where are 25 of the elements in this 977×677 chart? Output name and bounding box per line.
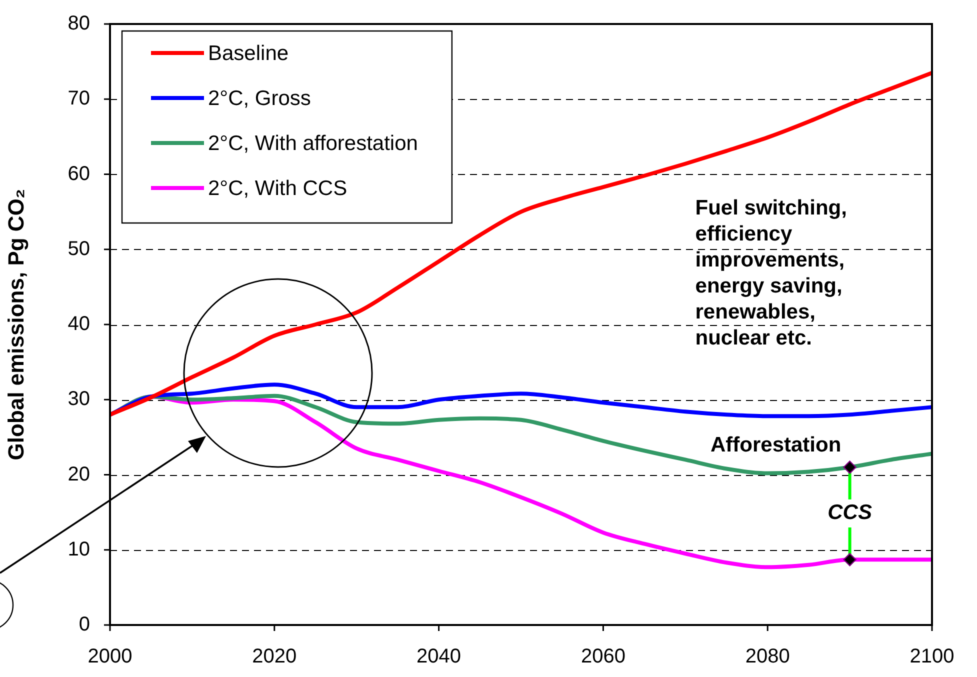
annotation: CCS <box>828 501 872 524</box>
legend-label: 2°C, With CCS <box>208 176 348 200</box>
y-tick-label: 70 <box>68 88 90 110</box>
y-tick-label: 50 <box>68 238 90 260</box>
legend-label: 2°C, With afforestation <box>208 132 418 155</box>
y-tick-label: 0 <box>78 614 90 636</box>
y-axis-title: Global emissions, Pg CO₂ <box>3 188 28 460</box>
legend-label: Baseline <box>208 42 289 65</box>
annotation: Afforestation <box>710 434 842 457</box>
line-series <box>110 382 932 418</box>
y-tick-label: 10 <box>68 538 90 560</box>
x-tick-label: 2020 <box>252 646 297 668</box>
y-tick-label: 40 <box>68 313 90 336</box>
y-tick-label: 30 <box>68 388 90 410</box>
x-tick-label: 2060 <box>580 646 626 668</box>
x-tick-label: 2040 <box>416 646 462 668</box>
x-tick-label: 2000 <box>88 646 132 668</box>
annotation: Fuel switching, efficiency improvements, energy saving, renewables, nuclear etc. <box>695 196 847 350</box>
y-tick-label: 20 <box>68 463 90 486</box>
x-tick-label: 2080 <box>745 646 790 668</box>
y-tick-label: 80 <box>68 12 90 35</box>
legend-label: 2°C, Gross <box>208 86 311 110</box>
x-tick-label: 2100 <box>910 646 954 668</box>
y-tick-label: 60 <box>68 162 90 185</box>
line-series <box>110 70 932 417</box>
